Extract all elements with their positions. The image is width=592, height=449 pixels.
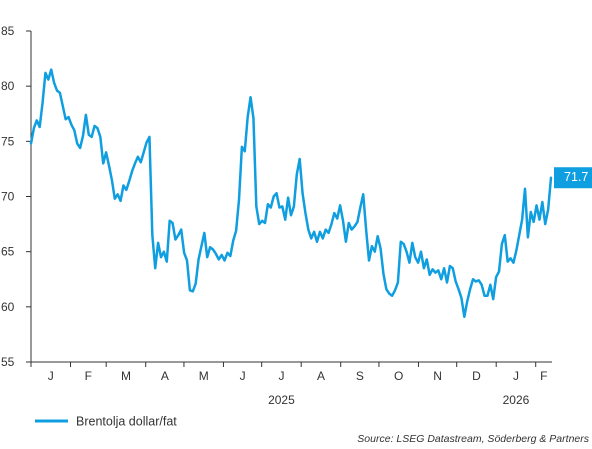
x-tick-label: J (240, 369, 246, 383)
x-axis: J F M A M J J A S O N D J F 2025 2026 (30, 361, 552, 407)
y-tick-label: 85 (1, 24, 15, 38)
year-label: 2026 (503, 393, 530, 407)
source-note: Source: LSEG Datastream, Söderberg & Par… (357, 433, 589, 445)
x-tick-label: N (433, 369, 442, 383)
last-value-box (554, 167, 592, 189)
x-tick-label: J (278, 369, 284, 383)
x-tick-label: A (317, 369, 325, 383)
y-tick-label: 65 (1, 245, 15, 259)
x-tick-label: S (356, 369, 364, 383)
x-tick-label: D (472, 369, 481, 383)
x-tick-label: F (85, 369, 92, 383)
x-tick-label: J (513, 369, 519, 383)
series-line-brent (29, 68, 553, 319)
legend-label: Brentolja dollar/fat (76, 415, 177, 429)
x-tick-label: M (199, 369, 209, 383)
legend: Brentolja dollar/fat (35, 415, 177, 429)
x-tick-label: O (394, 369, 403, 383)
y-tick-label: 60 (1, 300, 15, 314)
y-axis: 55 60 65 70 75 80 85 (1, 24, 32, 369)
series-layer (29, 68, 553, 319)
x-tick-label: A (161, 369, 169, 383)
y-tick-label: 75 (1, 134, 15, 148)
last-value-text: 71.7 (564, 170, 588, 184)
last-value-label: 71.7 (554, 167, 592, 189)
y-tick-label: 55 (1, 355, 15, 369)
y-tick-label: 70 (1, 190, 15, 204)
year-label: 2025 (268, 393, 295, 407)
x-tick-label: F (540, 369, 547, 383)
x-tick-label: M (121, 369, 131, 383)
y-tick-label: 80 (1, 79, 15, 93)
x-tick-label: J (48, 369, 54, 383)
